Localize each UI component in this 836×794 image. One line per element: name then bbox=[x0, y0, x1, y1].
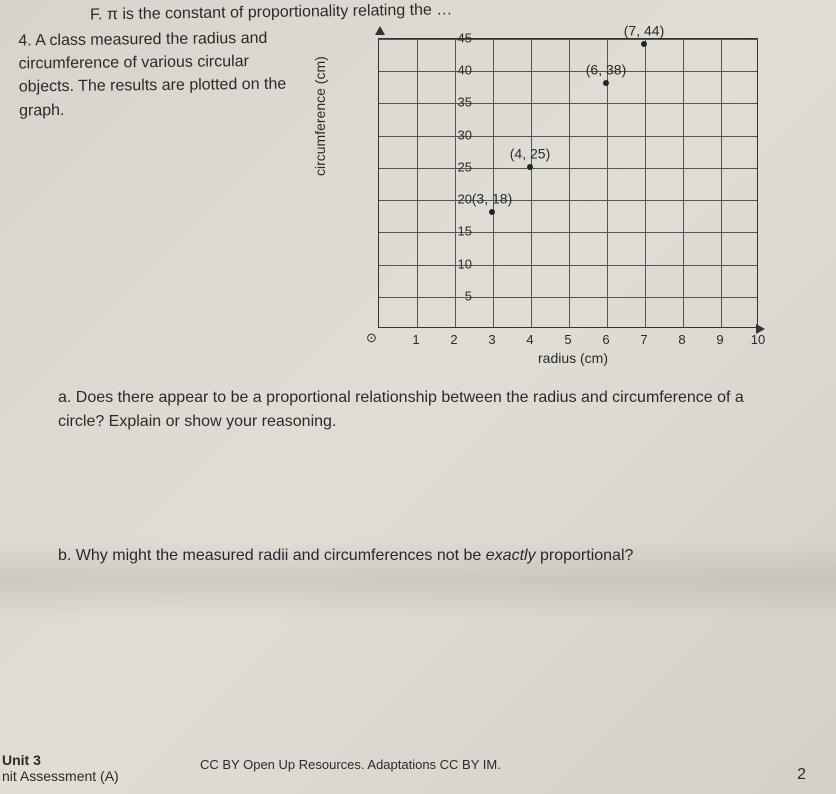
x-tick-label: 2 bbox=[444, 332, 464, 347]
gridline-vertical bbox=[721, 39, 722, 327]
gridline-vertical bbox=[493, 39, 494, 327]
origin-label: ⊙ bbox=[366, 330, 377, 346]
gridline-horizontal bbox=[379, 200, 757, 201]
gridline-horizontal bbox=[379, 232, 757, 233]
question-b-pre: Why might the measured radii and circumf… bbox=[76, 547, 486, 564]
gridline-horizontal bbox=[379, 71, 757, 72]
x-tick-label: 6 bbox=[596, 332, 616, 347]
gridline-vertical bbox=[455, 39, 456, 327]
question-b-label: b. bbox=[58, 547, 71, 564]
gridline-vertical bbox=[569, 39, 570, 327]
chart-grid bbox=[378, 38, 758, 328]
x-tick-label: 3 bbox=[482, 332, 502, 347]
y-tick-label: 40 bbox=[442, 63, 472, 78]
gridline-horizontal bbox=[379, 103, 757, 104]
problem-body: A class measured the radius and circumfe… bbox=[19, 30, 287, 119]
license-text: CC BY Open Up Resources. Adaptations CC … bbox=[200, 757, 501, 772]
x-tick-label: 10 bbox=[748, 332, 768, 347]
y-tick-label: 25 bbox=[442, 159, 472, 174]
gridline-vertical bbox=[683, 39, 684, 327]
problem-4-text: 4. A class measured the radius and circu… bbox=[18, 27, 302, 370]
data-point bbox=[527, 164, 533, 170]
data-point-label: (6, 38) bbox=[586, 62, 626, 78]
unit-label: Unit 3 bbox=[2, 752, 119, 768]
question-b-em: exactly bbox=[486, 547, 536, 564]
gridline-horizontal bbox=[379, 168, 757, 169]
gridline-vertical bbox=[645, 39, 646, 327]
answer-choice-f: F. π is the constant of proportionality … bbox=[20, 0, 796, 25]
y-tick-label: 15 bbox=[442, 224, 472, 239]
problem-number: 4. bbox=[18, 32, 32, 49]
question-a: a. Does there appear to be a proportiona… bbox=[20, 386, 796, 434]
y-axis-label: circumference (cm) bbox=[312, 56, 328, 176]
question-a-label: a. bbox=[58, 389, 71, 406]
y-tick-label: 30 bbox=[442, 127, 472, 142]
chart-container: ⊙ circumference (cm) radius (cm) 1234567… bbox=[300, 28, 796, 368]
data-point-label: (3, 18) bbox=[472, 190, 512, 206]
y-tick-label: 5 bbox=[442, 288, 472, 303]
x-tick-label: 1 bbox=[406, 332, 426, 347]
gridline-horizontal bbox=[379, 136, 757, 137]
gridline-vertical bbox=[417, 39, 418, 327]
y-tick-label: 20 bbox=[442, 192, 472, 207]
question-b: b. Why might the measured radii and circ… bbox=[20, 544, 796, 568]
data-point bbox=[641, 41, 647, 47]
gridline-horizontal bbox=[379, 39, 757, 40]
assessment-label: nit Assessment (A) bbox=[2, 768, 119, 784]
footer-left: Unit 3 nit Assessment (A) bbox=[2, 752, 119, 784]
page-footer: Unit 3 nit Assessment (A) CC BY Open Up … bbox=[0, 752, 836, 784]
page-number: 2 bbox=[797, 766, 806, 784]
question-a-text: Does there appear to be a proportional r… bbox=[58, 389, 744, 430]
x-tick-label: 7 bbox=[634, 332, 654, 347]
x-tick-label: 5 bbox=[558, 332, 578, 347]
data-point bbox=[489, 209, 495, 215]
question-b-post: proportional? bbox=[536, 547, 634, 564]
x-tick-label: 8 bbox=[672, 332, 692, 347]
gridline-horizontal bbox=[379, 297, 757, 298]
y-tick-label: 35 bbox=[442, 95, 472, 110]
gridline-horizontal bbox=[379, 265, 757, 266]
data-point-label: (7, 44) bbox=[624, 23, 664, 39]
x-tick-label: 9 bbox=[710, 332, 730, 347]
y-axis-arrow-icon bbox=[375, 26, 385, 35]
problem-4-row: 4. A class measured the radius and circu… bbox=[20, 28, 796, 368]
scatter-chart: ⊙ circumference (cm) radius (cm) 1234567… bbox=[308, 28, 788, 368]
y-tick-label: 10 bbox=[442, 256, 472, 271]
x-tick-label: 4 bbox=[520, 332, 540, 347]
y-tick-label: 45 bbox=[442, 31, 472, 46]
gridline-vertical bbox=[531, 39, 532, 327]
data-point-label: (4, 25) bbox=[510, 145, 550, 161]
data-point bbox=[603, 80, 609, 86]
x-axis-label: radius (cm) bbox=[538, 350, 608, 366]
